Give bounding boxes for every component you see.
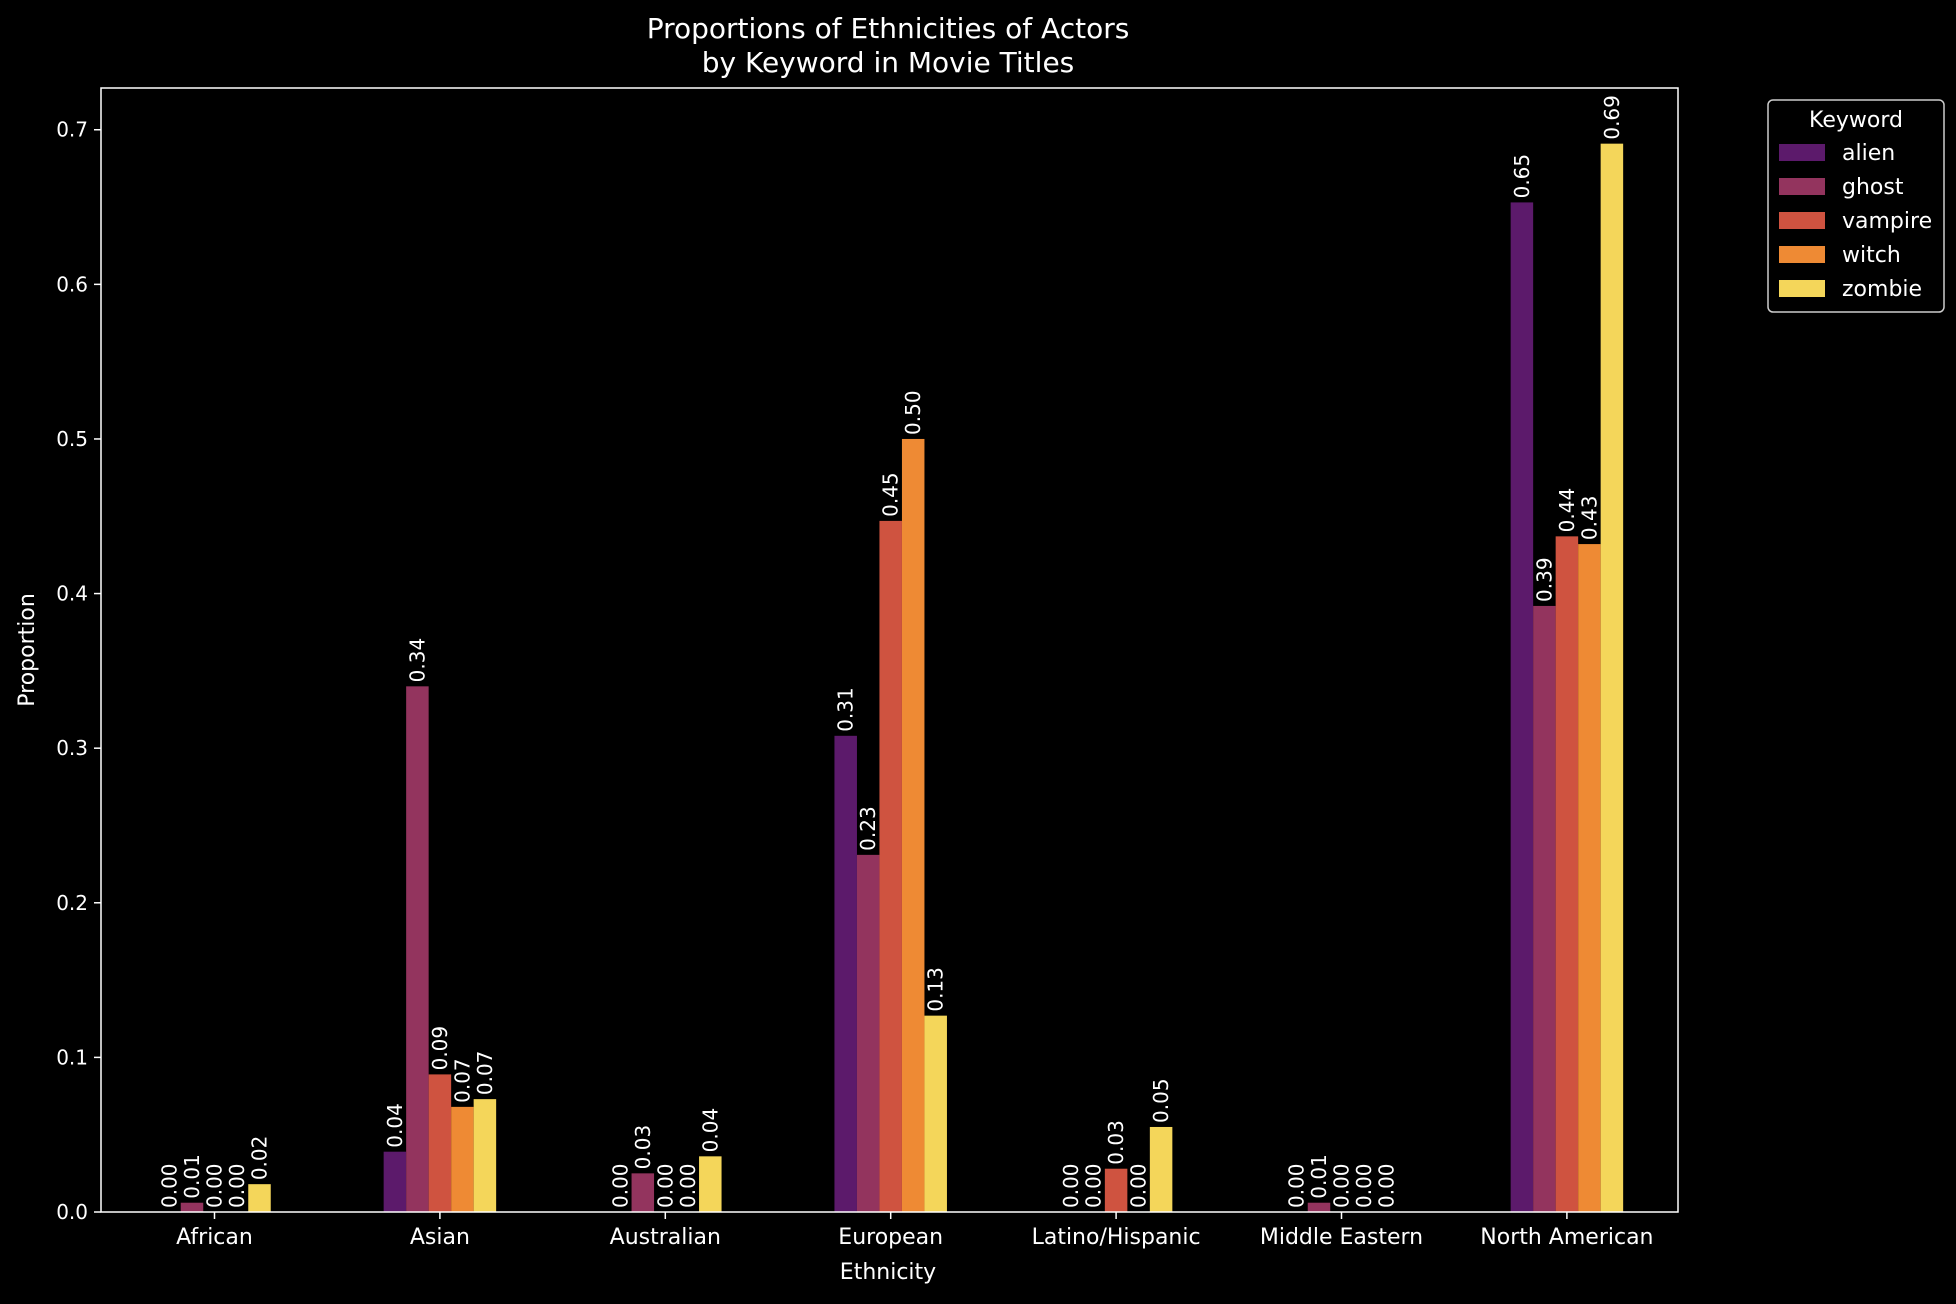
bar-vampire-asian xyxy=(428,1074,452,1212)
bar-value-label: 0.00 xyxy=(1082,1163,1106,1208)
legend-swatch-witch xyxy=(1779,246,1825,263)
x-axis-label: Ethnicity xyxy=(840,1260,936,1285)
bar-zombie-australian xyxy=(699,1156,722,1212)
bar-value-label: 0.07 xyxy=(450,1058,474,1103)
y-tick-label: 0.2 xyxy=(56,891,88,915)
y-tick-label: 0.1 xyxy=(56,1045,88,1069)
x-tick-label: Australian xyxy=(610,1225,721,1250)
bar-ghost-middle-eastern xyxy=(1307,1202,1331,1212)
y-tick-label: 0.6 xyxy=(56,272,88,296)
bar-value-label: 0.01 xyxy=(1307,1154,1331,1199)
legend-swatch-ghost xyxy=(1779,178,1825,195)
bar-labels-layer: 0.000.040.000.310.00 0.000.650.010.340.03… xyxy=(158,95,1624,1208)
x-tick-label: Middle Eastern xyxy=(1260,1225,1423,1250)
bar-value-label: 0.65 xyxy=(1510,154,1534,199)
bar-value-label: 0.00 xyxy=(1352,1163,1376,1208)
bar-vampire-european xyxy=(879,520,902,1212)
plot-frame xyxy=(100,87,1679,1213)
bar-ghost-australian xyxy=(631,1173,655,1212)
legend-label-alien: alien xyxy=(1842,141,1895,166)
chart-title-line2: by Keyword in Movie Titles xyxy=(702,46,1075,79)
bar-value-label: 0.44 xyxy=(1555,488,1579,533)
bar-vampire-north-american xyxy=(1555,536,1579,1212)
bar-value-label: 0.00 xyxy=(1285,1163,1309,1208)
y-tick-label: 0.4 xyxy=(56,582,88,606)
legend-label-vampire: vampire xyxy=(1842,209,1932,234)
bar-witch-asian xyxy=(451,1106,474,1212)
bar-value-label: 0.04 xyxy=(383,1103,407,1148)
bar-value-label: 0.00 xyxy=(676,1163,700,1208)
bar-value-label: 0.34 xyxy=(405,638,429,683)
bar-value-label: 0.00 xyxy=(203,1163,227,1208)
bar-value-label: 0.00 xyxy=(158,1163,182,1208)
x-tick-label: European xyxy=(838,1225,943,1250)
bar-value-label: 0.02 xyxy=(248,1136,272,1181)
bar-value-label: 0.43 xyxy=(1577,496,1601,541)
legend-swatch-vampire xyxy=(1779,212,1825,229)
x-tick-label: North American xyxy=(1480,1225,1653,1250)
bar-alien-north-american xyxy=(1510,202,1534,1212)
bar-value-label: 0.00 xyxy=(1330,1163,1354,1208)
bar-value-label: 0.45 xyxy=(879,472,903,517)
bar-ghost-north-american xyxy=(1533,605,1556,1212)
bar-zombie-north-american xyxy=(1600,143,1624,1212)
bar-value-label: 0.13 xyxy=(924,967,948,1012)
bar-zombie-african xyxy=(248,1184,271,1212)
bar-value-label: 0.09 xyxy=(428,1026,452,1071)
bar-witch-european xyxy=(901,438,925,1213)
legend-title: Keyword xyxy=(1809,108,1903,133)
bar-alien-asian xyxy=(383,1151,407,1212)
bar-value-label: 0.03 xyxy=(631,1125,655,1170)
bar-value-label: 0.00 xyxy=(653,1163,677,1208)
y-tick-label: 0.7 xyxy=(56,118,88,142)
legend-swatch-alien xyxy=(1779,144,1825,161)
bar-value-label: 0.07 xyxy=(473,1051,497,1096)
bar-value-label: 0.39 xyxy=(1532,557,1556,602)
y-axis: 0.0 0.1 0.2 0.3 0.4 0.5 0.6 0.7 xyxy=(56,118,101,1224)
bar-value-label: 0.00 xyxy=(608,1163,632,1208)
y-tick-label: 0.3 xyxy=(56,736,88,760)
bar-zombie-european xyxy=(924,1015,947,1212)
bar-value-label: 0.03 xyxy=(1104,1120,1128,1165)
bar-value-label: 0.23 xyxy=(856,806,880,851)
bar-value-label: 0.00 xyxy=(1127,1163,1151,1208)
bar-value-label: 0.04 xyxy=(698,1108,722,1153)
x-tick-label: Asian xyxy=(410,1225,470,1250)
legend-swatch-zombie xyxy=(1779,280,1825,297)
bar-zombie-latino-hispanic xyxy=(1149,1126,1173,1212)
bar-value-label: 0.01 xyxy=(180,1154,204,1199)
bar-vampire-latino-hispanic xyxy=(1104,1168,1128,1212)
legend-label-zombie: zombie xyxy=(1842,277,1922,302)
chart-title-line1: Proportions of Ethnicities of Actors xyxy=(647,12,1130,45)
y-axis-label: Proportion xyxy=(15,593,40,707)
y-tick-label: 0.0 xyxy=(56,1200,88,1224)
bar-value-label: 0.31 xyxy=(834,687,858,732)
bar-value-label: 0.00 xyxy=(225,1163,249,1208)
legend-label-witch: witch xyxy=(1842,243,1901,268)
legend: Keyword alien ghost vampire witch zombie xyxy=(1767,99,1945,313)
bar-ghost-european xyxy=(856,854,880,1212)
x-axis: African Asian Australian European Latino/His… xyxy=(176,1212,1654,1250)
bar-value-label: 0.50 xyxy=(901,390,925,435)
bar-ghost-african xyxy=(180,1202,204,1212)
bar-value-label: 0.69 xyxy=(1600,95,1624,140)
legend-label-ghost: ghost xyxy=(1842,175,1904,200)
bar-alien-european xyxy=(834,735,857,1212)
y-tick-label: 0.5 xyxy=(56,427,88,451)
bar-zombie-asian xyxy=(473,1099,497,1212)
bar-value-label: 0.05 xyxy=(1149,1078,1173,1123)
bar-value-label: 0.00 xyxy=(1375,1163,1399,1208)
bar-witch-north-american xyxy=(1578,544,1601,1212)
bars-layer xyxy=(180,143,1624,1213)
x-tick-label: Latino/Hispanic xyxy=(1032,1225,1201,1250)
bar-ghost-asian xyxy=(406,686,429,1212)
x-tick-label: African xyxy=(176,1225,253,1250)
bar-value-label: 0.00 xyxy=(1059,1163,1083,1208)
